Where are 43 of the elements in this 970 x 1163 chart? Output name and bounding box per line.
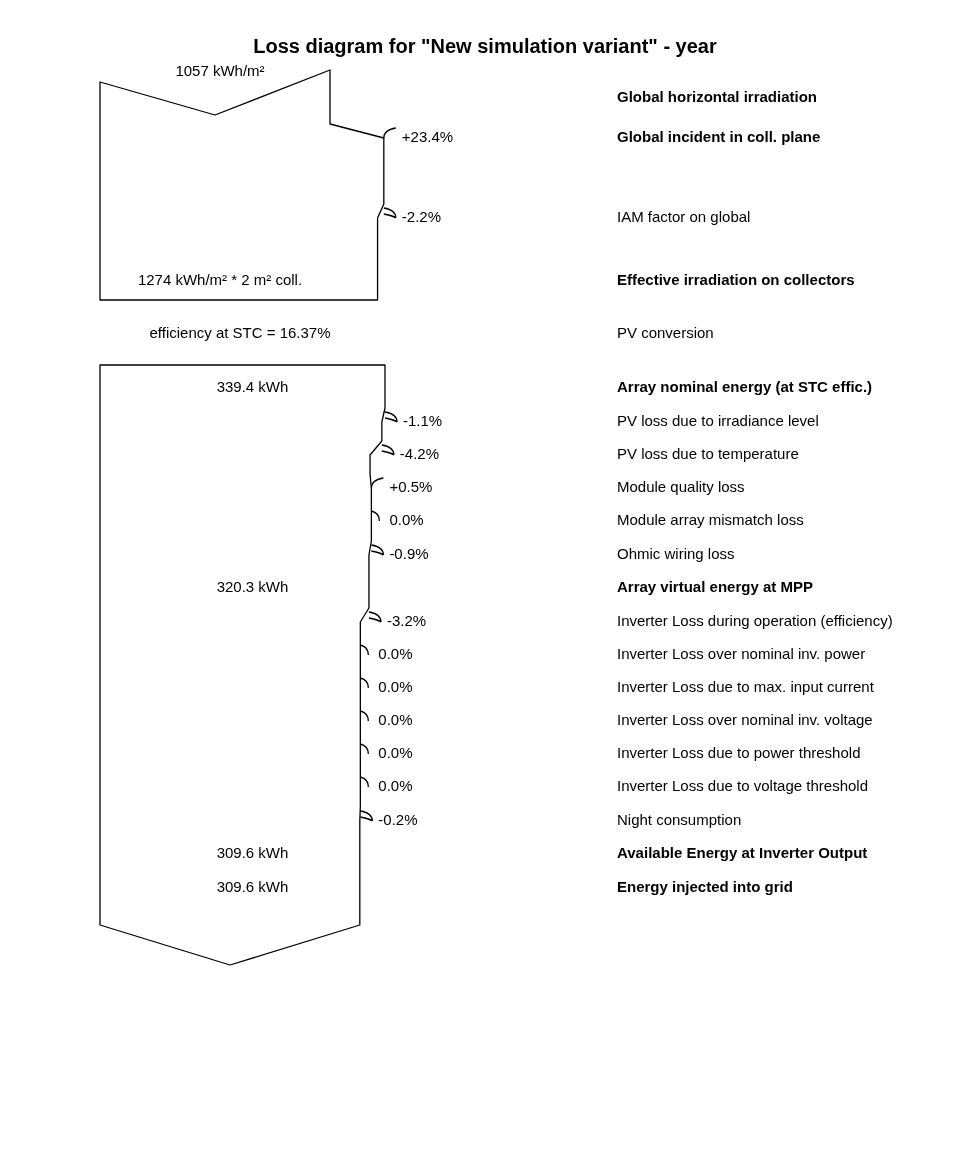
category-label: PV loss due to temperature bbox=[617, 445, 799, 463]
data-label: efficiency at STC = 16.37% bbox=[149, 324, 331, 342]
data-label: 0.0% bbox=[378, 744, 413, 762]
category-label: Array nominal energy (at STC effic.) bbox=[617, 378, 873, 396]
data-label: 0.0% bbox=[378, 678, 413, 696]
data-label: +23.4% bbox=[401, 128, 454, 146]
data-label: 309.6 kWh bbox=[216, 878, 289, 896]
category-label: Energy injected into grid bbox=[617, 878, 793, 896]
data-label: 0.0% bbox=[378, 777, 413, 795]
category-label: Module quality loss bbox=[617, 478, 745, 496]
category-label: Night consumption bbox=[617, 811, 742, 829]
data-label: 0.0% bbox=[389, 511, 424, 529]
data-label: 320.3 kWh bbox=[216, 578, 289, 596]
category-label: Global incident in coll. plane bbox=[617, 128, 821, 146]
category-label: Inverter Loss due to voltage threshold bbox=[617, 777, 868, 795]
data-label: -0.9% bbox=[389, 545, 429, 563]
data-label: -1.1% bbox=[403, 412, 443, 430]
category-label: Inverter Loss due to max. input current bbox=[617, 678, 875, 696]
category-label: Array virtual energy at MPP bbox=[617, 578, 813, 596]
text: Loss diagram for "New simulation variant" - year bbox=[253, 34, 717, 57]
category-label: Module array mismatch loss bbox=[617, 511, 804, 529]
data-label: -4.2% bbox=[399, 445, 440, 463]
data-label: -3.2% bbox=[386, 612, 427, 630]
category-label: Available Energy at Inverter Output bbox=[617, 844, 868, 862]
data-label: -0.2% bbox=[378, 811, 418, 829]
data-label: -2.2% bbox=[401, 208, 442, 226]
data-label: 1274 kWh/m² * 2 m² coll. bbox=[137, 271, 303, 289]
category-label: IAM factor on global bbox=[617, 208, 751, 226]
category-label: PV conversion bbox=[617, 324, 714, 342]
category-label: Inverter Loss over nominal inv. voltage bbox=[617, 711, 873, 729]
data-label: +0.5% bbox=[389, 478, 433, 496]
data-label: 0.0% bbox=[378, 711, 413, 729]
category-label: Inverter Loss due to power threshold bbox=[617, 744, 861, 762]
category-label: PV loss due to irradiance level bbox=[617, 412, 819, 430]
category-label: Global horizontal irradiation bbox=[617, 88, 818, 106]
category-label: Ohmic wiring loss bbox=[617, 545, 735, 563]
data-label: 339.4 kWh bbox=[216, 378, 289, 396]
data-label: 1057 kWh/m² bbox=[175, 62, 265, 80]
category-label: Inverter Loss during operation (efficiency) bbox=[617, 612, 893, 630]
category-label: Effective irradiation on collectors bbox=[617, 271, 855, 289]
data-label: 0.0% bbox=[378, 645, 413, 663]
category-label: Inverter Loss over nominal inv. power bbox=[617, 645, 866, 663]
data-label: 309.6 kWh bbox=[216, 844, 289, 862]
